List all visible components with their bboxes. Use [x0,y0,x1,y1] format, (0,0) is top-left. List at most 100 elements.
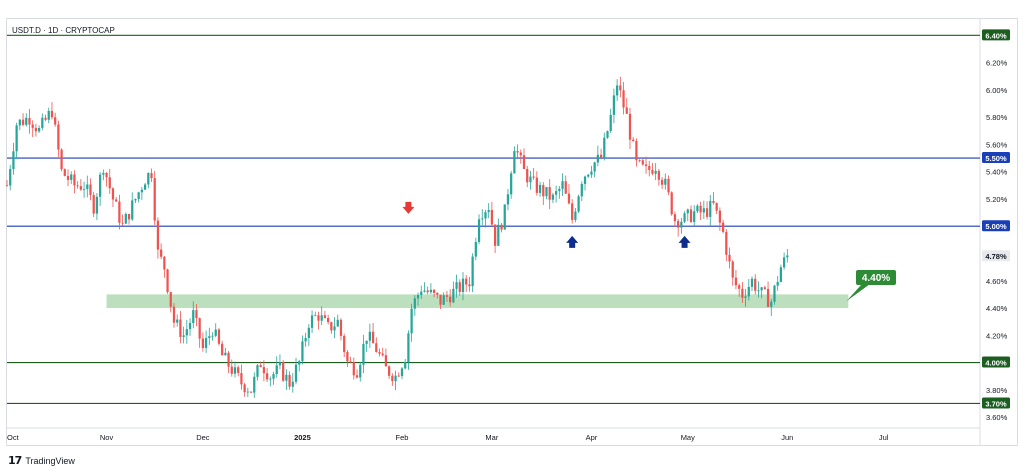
candle-body [99,174,102,197]
x-tick-label: Mar [485,433,498,442]
x-tick-label: Jul [879,433,889,442]
candle-body [105,172,108,178]
candle-body [256,365,259,377]
candle-body [140,189,143,193]
candle-body [214,329,217,336]
candle-body [15,125,18,152]
y-tick-label: 6.20% [986,59,1008,68]
candle-body [163,256,166,270]
candle-body [619,85,622,91]
candle-body [115,199,118,202]
candle-body [253,376,256,393]
candle-body [330,322,333,331]
candle-body [728,254,731,262]
candle-body [689,209,693,222]
candle-body [44,117,47,120]
candle-body [82,189,86,190]
candle-body [60,149,63,170]
candle-body [593,162,596,172]
candle-body [432,289,436,293]
x-tick-label: Jun [781,433,793,442]
candle-body [612,95,616,115]
candle-body [632,139,635,142]
candle-body [111,188,115,200]
x-tick-label: Feb [396,433,409,442]
candle-body [188,323,192,330]
level-badge-label: 3.70% [985,399,1007,408]
candle-body [282,362,285,381]
x-tick-label: Apr [586,433,598,442]
candle-body [237,367,240,374]
candle-body [522,155,526,169]
candle-body [169,292,172,307]
tradingview-logo[interactable]: 17 TradingView [8,454,75,467]
candle-body [471,256,474,287]
candle-body [696,205,699,212]
candle-body [137,192,140,200]
candle-body [599,154,603,159]
candle-body [500,224,503,230]
support-zone [106,294,849,309]
candle-body [458,282,461,293]
candle-body [407,333,410,363]
candle-body [426,290,429,293]
candle-body [381,353,384,356]
candle-body [484,212,487,219]
candle-body [558,188,561,192]
candle-body [86,184,89,190]
candle-body [288,374,291,387]
zone-label-badge [856,270,896,286]
candle-body [712,201,715,203]
candle-body [648,166,651,170]
candle-body [314,315,317,317]
candle-body [54,117,57,125]
candle-body [195,310,198,319]
y-tick-label: 4.20% [986,331,1008,340]
level-badge-label: 4.00% [985,359,1007,368]
candle-body [760,287,763,291]
candle-body [587,174,590,177]
candle-body [554,191,558,195]
candle-body [574,211,577,220]
y-tick-label: 6.00% [986,86,1008,95]
candle-body [92,194,95,214]
candle-body [529,176,532,183]
candle-body [153,178,156,221]
candle-body [243,384,246,393]
candle-body [143,184,147,190]
candle-body [102,172,105,175]
candle-body [628,113,632,140]
candle-body [291,381,294,387]
candle-body [127,214,131,220]
candle-body [31,124,34,128]
candle-body [702,208,705,213]
candle-body [580,183,583,197]
y-tick-label: 4.40% [986,304,1008,313]
candle-body [449,296,452,303]
candle-body [776,281,779,286]
level-badge [982,152,1010,164]
candle-body [773,285,776,302]
candle-body [388,366,391,376]
candle-body [343,335,346,353]
candle-body [224,352,227,356]
candle-body [378,352,381,354]
candle-body [705,208,709,217]
candle-body [567,193,571,204]
down-arrow-icon [402,201,415,214]
candle-body [211,335,214,337]
candle-body [192,310,195,324]
candle-body [744,296,747,298]
candle-body [445,295,449,297]
candle-body [134,199,137,201]
candle-body [442,295,445,305]
candle-body [481,218,484,220]
candle-body [625,107,628,114]
candle-body [201,338,205,349]
candle-body [70,174,73,180]
candle-body [118,201,121,223]
candle-body [670,192,673,215]
y-tick-label: 5.60% [986,140,1008,149]
candle-body [217,329,221,344]
